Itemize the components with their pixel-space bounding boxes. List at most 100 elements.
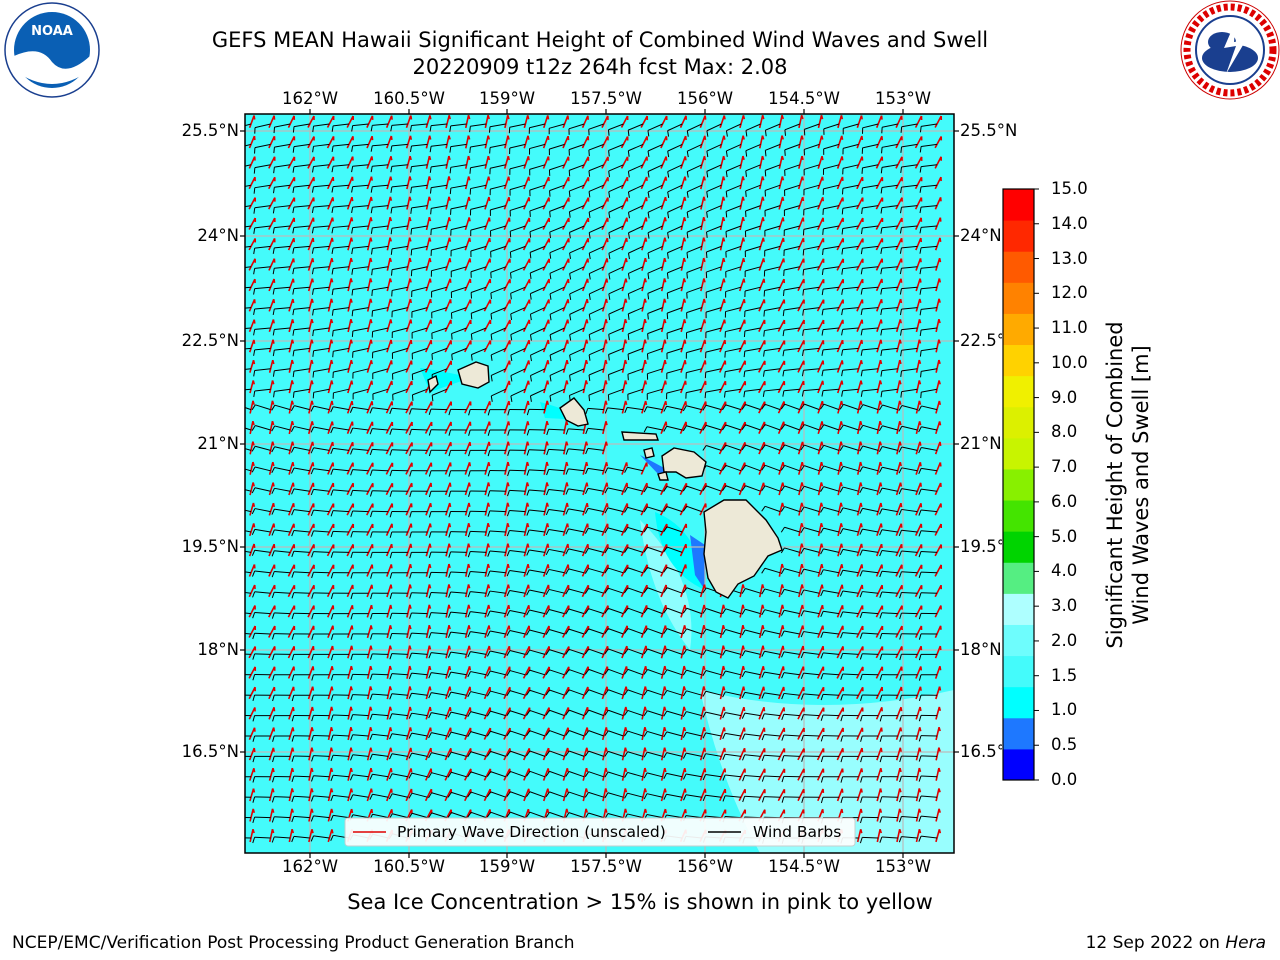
wave-arrow-head — [507, 604, 511, 610]
wind-barb-feather — [232, 425, 235, 430]
wind-barb-feather — [529, 272, 532, 280]
wind-barb-feather — [389, 552, 393, 559]
wind-barb-feather — [312, 309, 315, 316]
wave-arrow — [542, 217, 550, 230]
wave-arrow-head — [546, 461, 549, 467]
wave-arrow-head — [644, 686, 648, 691]
wind-barb — [568, 588, 585, 594]
wind-barb-feather — [350, 613, 354, 620]
wind-barb-feather — [899, 755, 902, 763]
wind-barb — [372, 813, 389, 819]
wind-barb-feather — [526, 469, 530, 476]
wave-arrow — [660, 176, 667, 190]
wind-barb — [411, 143, 428, 147]
wind-barb-feather — [565, 791, 570, 798]
wave-arrow — [308, 808, 313, 822]
wind-barb — [333, 814, 350, 819]
wind-barb-feather — [585, 468, 589, 475]
wind-barb-feather — [899, 796, 902, 803]
wave-arrow — [914, 605, 923, 618]
wave-arrow-head — [546, 115, 550, 120]
wind-barb — [666, 405, 683, 411]
wind-barb — [431, 692, 448, 696]
wave-arrow — [739, 584, 744, 598]
wind-barb — [901, 143, 918, 148]
wave-arrow-head — [899, 319, 902, 324]
wind-barb-feather — [607, 129, 610, 136]
wind-barb — [470, 591, 487, 594]
wave-arrow — [856, 400, 862, 414]
wind-barb — [686, 225, 702, 233]
wind-barb — [764, 444, 781, 451]
wind-barb — [784, 485, 800, 492]
wind-barb-feather — [604, 487, 609, 494]
wave-arrow-head — [350, 298, 353, 303]
wave-arrow — [934, 584, 942, 598]
wave-arrow — [386, 298, 392, 312]
wind-barb — [450, 143, 467, 148]
wind-barb — [254, 528, 271, 533]
wind-barb-feather — [900, 146, 903, 153]
wind-barb-feather — [272, 715, 275, 722]
wind-barb-feather — [549, 252, 552, 259]
wind-barb-feather — [330, 551, 334, 558]
wind-barb-feather — [549, 314, 552, 321]
wave-arrow-head — [683, 217, 687, 222]
wave-arrow — [739, 604, 744, 618]
wind-barb-feather — [706, 211, 708, 218]
wind-barb-feather — [526, 710, 531, 716]
wind-barb-feather — [526, 609, 530, 616]
wave-arrow — [934, 564, 942, 577]
wave-arrow-head — [684, 809, 687, 814]
wave-arrow-head — [429, 686, 432, 691]
wind-barb — [529, 589, 546, 594]
wind-barb — [470, 245, 487, 252]
wind-barb-feather — [880, 349, 883, 357]
wave-arrow — [406, 237, 411, 251]
wave-arrow — [601, 441, 608, 455]
wind-barb-feather — [604, 751, 609, 757]
wind-barb-feather — [839, 404, 844, 410]
wave-arrow — [581, 237, 589, 251]
wind-barb-feather — [741, 650, 746, 657]
wave-arrow — [856, 543, 863, 557]
wind-barb — [293, 388, 310, 393]
wind-barb-feather — [761, 609, 766, 616]
wind-barb — [627, 547, 644, 553]
wind-barb-feather — [507, 449, 510, 456]
wind-barb-feather — [667, 191, 670, 198]
wind-barb-feather — [448, 491, 452, 498]
wind-barb-feather — [253, 187, 256, 194]
wind-barb-feather — [290, 447, 295, 453]
wind-barb — [920, 550, 938, 553]
wave-arrow-head — [821, 604, 824, 610]
wave-arrow-head — [330, 278, 334, 283]
wind-barb-feather — [486, 811, 492, 818]
wave-arrow — [366, 564, 373, 577]
wind-barb-feather — [663, 587, 668, 593]
wind-barb — [353, 388, 369, 394]
wave-arrow-head — [291, 400, 295, 405]
wave-arrow-head — [781, 502, 785, 507]
wave-arrow — [935, 380, 940, 394]
wave-arrow-head — [841, 584, 844, 589]
wind-barb — [510, 327, 526, 336]
wave-arrow — [307, 605, 315, 618]
wave-arrow-head — [311, 808, 314, 813]
wind-barb — [333, 794, 350, 798]
wave-arrow — [562, 523, 569, 537]
wave-arrow — [464, 788, 472, 802]
wave-arrow — [797, 707, 805, 720]
wind-barb — [293, 795, 310, 798]
wind-barb — [705, 307, 722, 313]
wind-barb-feather — [447, 631, 452, 638]
wind-barb-feather — [821, 329, 824, 336]
wave-arrow — [895, 319, 902, 333]
wind-barb-feather — [682, 752, 687, 759]
wave-arrow-head — [488, 196, 491, 202]
wave-arrow — [660, 237, 666, 251]
wave-arrow — [758, 665, 765, 679]
wave-arrow — [464, 768, 472, 781]
wind-barb — [784, 143, 800, 151]
wind-barb — [685, 794, 702, 798]
